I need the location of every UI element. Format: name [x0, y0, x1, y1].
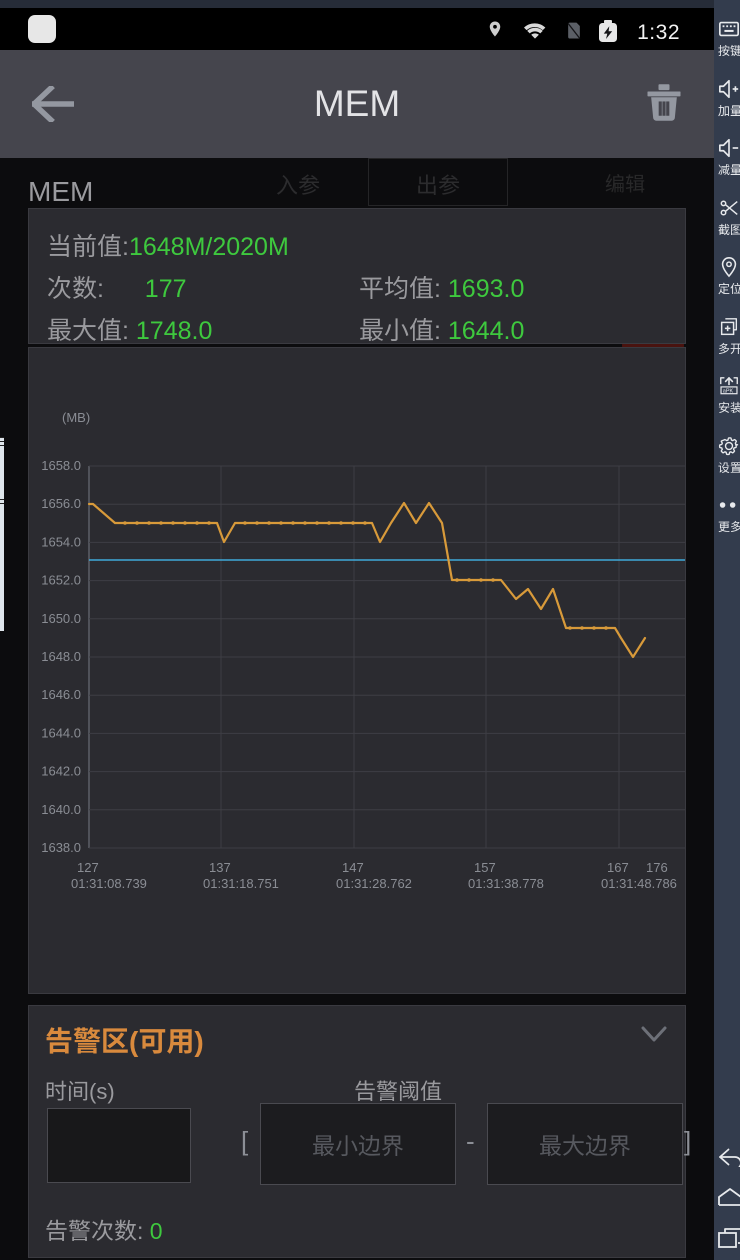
svg-text:157: 157	[474, 860, 496, 875]
svg-text:1638.0: 1638.0	[41, 840, 81, 855]
svg-text:1656.0: 1656.0	[41, 496, 81, 511]
svg-text:1646.0: 1646.0	[41, 687, 81, 702]
svg-text:01:31:28.762: 01:31:28.762	[336, 876, 412, 891]
svg-text:01:31:18.751: 01:31:18.751	[203, 876, 279, 891]
svg-text:01:31:08.739: 01:31:08.739	[71, 876, 147, 891]
svg-text:127: 127	[77, 860, 99, 875]
svg-text:1650.0: 1650.0	[41, 611, 81, 626]
svg-text:aPK: aPK	[723, 388, 734, 394]
svg-text:1642.0: 1642.0	[41, 764, 81, 779]
svg-text:01:31:38.778: 01:31:38.778	[468, 876, 544, 891]
svg-text:176: 176	[646, 860, 668, 875]
svg-text:1658.0: 1658.0	[41, 458, 81, 473]
svg-text:137: 137	[209, 860, 231, 875]
svg-text:147: 147	[342, 860, 364, 875]
svg-text:167: 167	[607, 860, 629, 875]
svg-text:1654.0: 1654.0	[41, 534, 81, 549]
svg-text:1648.0: 1648.0	[41, 649, 81, 664]
svg-text:1644.0: 1644.0	[41, 725, 81, 740]
svg-text:01:31:48.786: 01:31:48.786	[601, 876, 677, 891]
svg-text:1652.0: 1652.0	[41, 573, 81, 588]
svg-text:1640.0: 1640.0	[41, 802, 81, 817]
